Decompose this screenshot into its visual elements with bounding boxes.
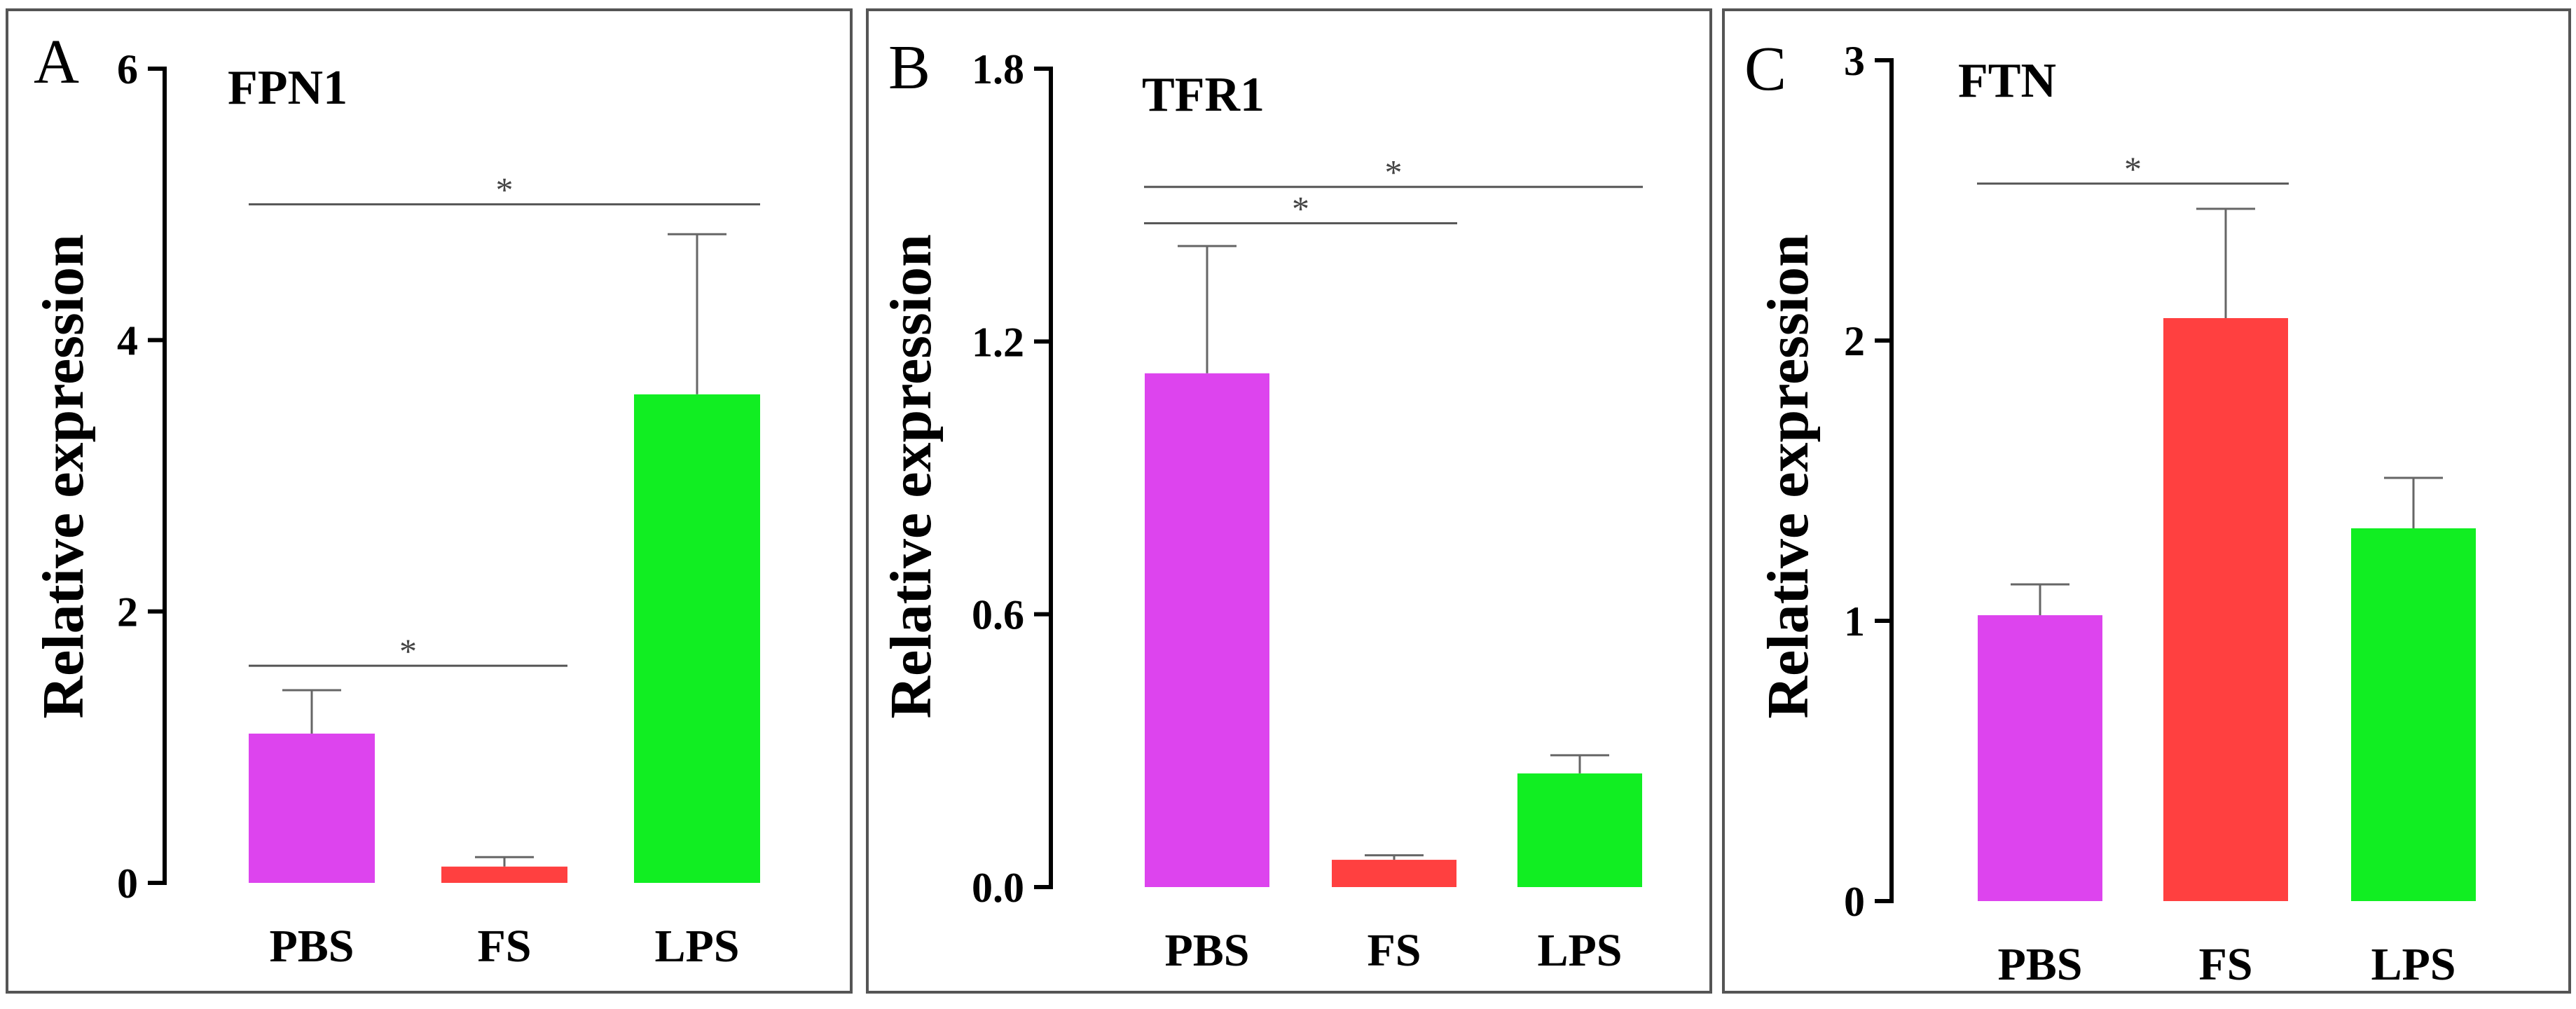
panel-letter: B bbox=[888, 33, 930, 102]
bar-fs bbox=[2163, 318, 2288, 901]
bar-lps bbox=[1517, 773, 1642, 887]
significance-star: * bbox=[1292, 189, 1309, 228]
significance-star: * bbox=[1385, 153, 1403, 192]
x-category-label: FS bbox=[477, 921, 531, 972]
y-tick-label: 1 bbox=[1844, 598, 1865, 645]
y-axis-label: Relative expression bbox=[879, 234, 944, 718]
x-category-label: LPS bbox=[1537, 925, 1622, 976]
x-category-label: LPS bbox=[2371, 939, 2456, 990]
chart-title: FTN bbox=[1958, 54, 2056, 108]
bar-pbs bbox=[1145, 373, 1269, 887]
panel-letter: A bbox=[34, 27, 79, 97]
y-tick-label: 2 bbox=[117, 589, 138, 636]
y-tick-label: 1.2 bbox=[972, 319, 1024, 365]
bar-pbs bbox=[1978, 615, 2102, 901]
x-category-label: PBS bbox=[269, 921, 354, 972]
y-tick-label: 4 bbox=[117, 317, 138, 364]
y-tick-label: 3 bbox=[1844, 38, 1865, 84]
significance-star: * bbox=[2124, 149, 2142, 188]
y-tick-label: 2 bbox=[1844, 318, 1865, 364]
y-tick-label: 6 bbox=[117, 46, 138, 92]
significance-star: * bbox=[496, 170, 514, 210]
significance-star: * bbox=[399, 631, 417, 671]
y-axis-label: Relative expression bbox=[1756, 234, 1821, 718]
bar-lps bbox=[2351, 528, 2476, 901]
bar-pbs bbox=[249, 733, 375, 883]
bar-lps bbox=[634, 394, 760, 883]
y-tick-label: 0.6 bbox=[972, 592, 1024, 638]
y-tick-label: 1.8 bbox=[972, 46, 1024, 92]
chart-panel-c: C FTN Relative expression 0 1 2 3 PBS FS LPS * bbox=[1722, 8, 2571, 994]
x-category-label: PBS bbox=[1164, 925, 1249, 976]
chart-title: FPN1 bbox=[228, 61, 347, 115]
chart-title: TFR1 bbox=[1142, 68, 1265, 122]
x-category-label: FS bbox=[2198, 939, 2252, 990]
y-tick-label: 0 bbox=[1844, 879, 1865, 925]
x-category-label: PBS bbox=[1997, 939, 2082, 990]
y-axis-label: Relative expression bbox=[31, 234, 96, 718]
y-tick-label: 0.0 bbox=[972, 865, 1024, 911]
panel-letter: C bbox=[1744, 34, 1786, 104]
x-category-label: LPS bbox=[654, 921, 739, 972]
chart-panel-a: A FPN1 Relative expression 0 2 4 6 PBS FS LPS * * bbox=[6, 8, 853, 994]
bar-fs bbox=[1332, 860, 1456, 887]
chart-panel-b: B TFR1 Relative expression 0.0 0.6 1.2 1.8 PBS F… bbox=[866, 8, 1712, 994]
y-tick-label: 0 bbox=[117, 860, 138, 907]
bar-fs bbox=[441, 866, 567, 883]
x-category-label: FS bbox=[1367, 925, 1421, 976]
